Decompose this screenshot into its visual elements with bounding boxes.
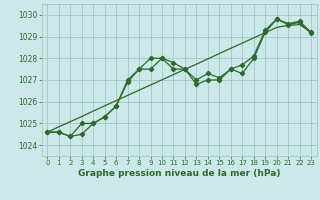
- X-axis label: Graphe pression niveau de la mer (hPa): Graphe pression niveau de la mer (hPa): [78, 169, 280, 178]
